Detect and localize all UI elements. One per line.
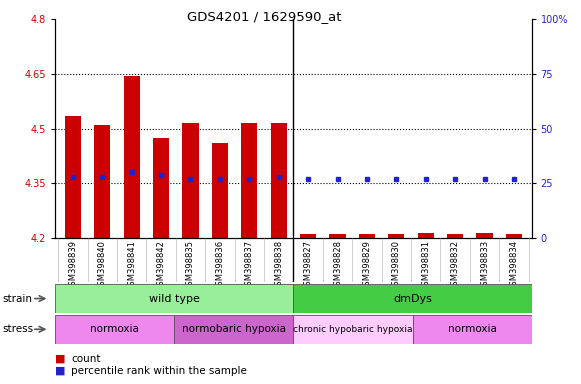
Bar xyxy=(212,143,228,238)
Bar xyxy=(293,315,413,344)
Text: GDS4201 / 1629590_at: GDS4201 / 1629590_at xyxy=(187,10,342,23)
Bar xyxy=(413,315,532,344)
Bar xyxy=(55,315,174,344)
Bar xyxy=(418,233,434,238)
Text: GSM398840: GSM398840 xyxy=(98,240,107,291)
Text: count: count xyxy=(71,354,101,364)
Text: percentile rank within the sample: percentile rank within the sample xyxy=(71,366,248,376)
Bar xyxy=(506,234,522,238)
Bar xyxy=(300,234,316,238)
Bar xyxy=(476,233,493,238)
Text: GSM398831: GSM398831 xyxy=(421,240,431,291)
Text: GSM398841: GSM398841 xyxy=(127,240,136,291)
Text: strain: strain xyxy=(3,293,33,304)
Text: GSM398838: GSM398838 xyxy=(274,240,283,291)
Bar xyxy=(271,123,287,238)
Bar xyxy=(153,138,169,238)
Text: chronic hypobaric hypoxia: chronic hypobaric hypoxia xyxy=(293,325,413,334)
Text: normobaric hypoxia: normobaric hypoxia xyxy=(182,324,286,334)
Text: normoxia: normoxia xyxy=(447,324,497,334)
Text: GSM398833: GSM398833 xyxy=(480,240,489,291)
Text: GSM398842: GSM398842 xyxy=(156,240,166,291)
Bar xyxy=(64,116,81,238)
Text: ■: ■ xyxy=(55,366,66,376)
Bar xyxy=(241,123,257,238)
Text: GSM398829: GSM398829 xyxy=(363,240,371,291)
Bar xyxy=(388,234,404,238)
Bar xyxy=(55,284,293,313)
Text: GSM398832: GSM398832 xyxy=(451,240,460,291)
Bar xyxy=(174,315,293,344)
Bar xyxy=(124,76,140,238)
Text: GSM398830: GSM398830 xyxy=(392,240,401,291)
Bar xyxy=(293,284,532,313)
Bar xyxy=(359,234,375,238)
Bar xyxy=(182,123,199,238)
Text: stress: stress xyxy=(3,324,34,334)
Text: GSM398839: GSM398839 xyxy=(69,240,77,291)
Text: ■: ■ xyxy=(55,354,66,364)
Text: GSM398837: GSM398837 xyxy=(245,240,254,291)
Text: GSM398835: GSM398835 xyxy=(186,240,195,291)
Text: GSM398834: GSM398834 xyxy=(510,240,518,291)
Text: GSM398827: GSM398827 xyxy=(304,240,313,291)
Bar xyxy=(94,125,110,238)
Text: wild type: wild type xyxy=(149,293,200,304)
Text: GSM398828: GSM398828 xyxy=(333,240,342,291)
Bar xyxy=(447,234,463,238)
Text: GSM398836: GSM398836 xyxy=(216,240,224,291)
Text: normoxia: normoxia xyxy=(90,324,139,334)
Bar xyxy=(329,234,346,238)
Text: dmDys: dmDys xyxy=(393,293,432,304)
